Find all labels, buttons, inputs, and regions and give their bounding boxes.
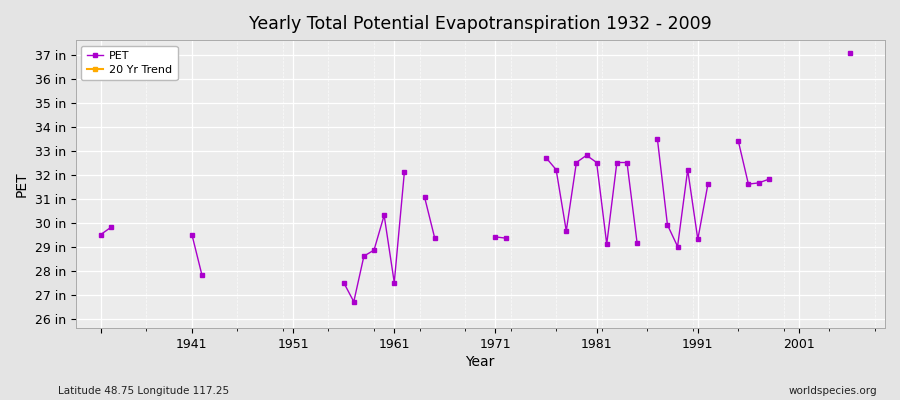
PET xyxy=(95,232,106,237)
Y-axis label: PET: PET xyxy=(15,171,29,197)
Text: Latitude 48.75 Longitude 117.25: Latitude 48.75 Longitude 117.25 xyxy=(58,386,230,396)
Title: Yearly Total Potential Evapotranspiration 1932 - 2009: Yearly Total Potential Evapotranspiratio… xyxy=(249,15,712,33)
X-axis label: Year: Year xyxy=(465,355,495,369)
Legend: PET, 20 Yr Trend: PET, 20 Yr Trend xyxy=(81,46,177,80)
Line: PET: PET xyxy=(99,226,112,236)
Text: worldspecies.org: worldspecies.org xyxy=(789,386,877,396)
PET xyxy=(105,225,116,230)
